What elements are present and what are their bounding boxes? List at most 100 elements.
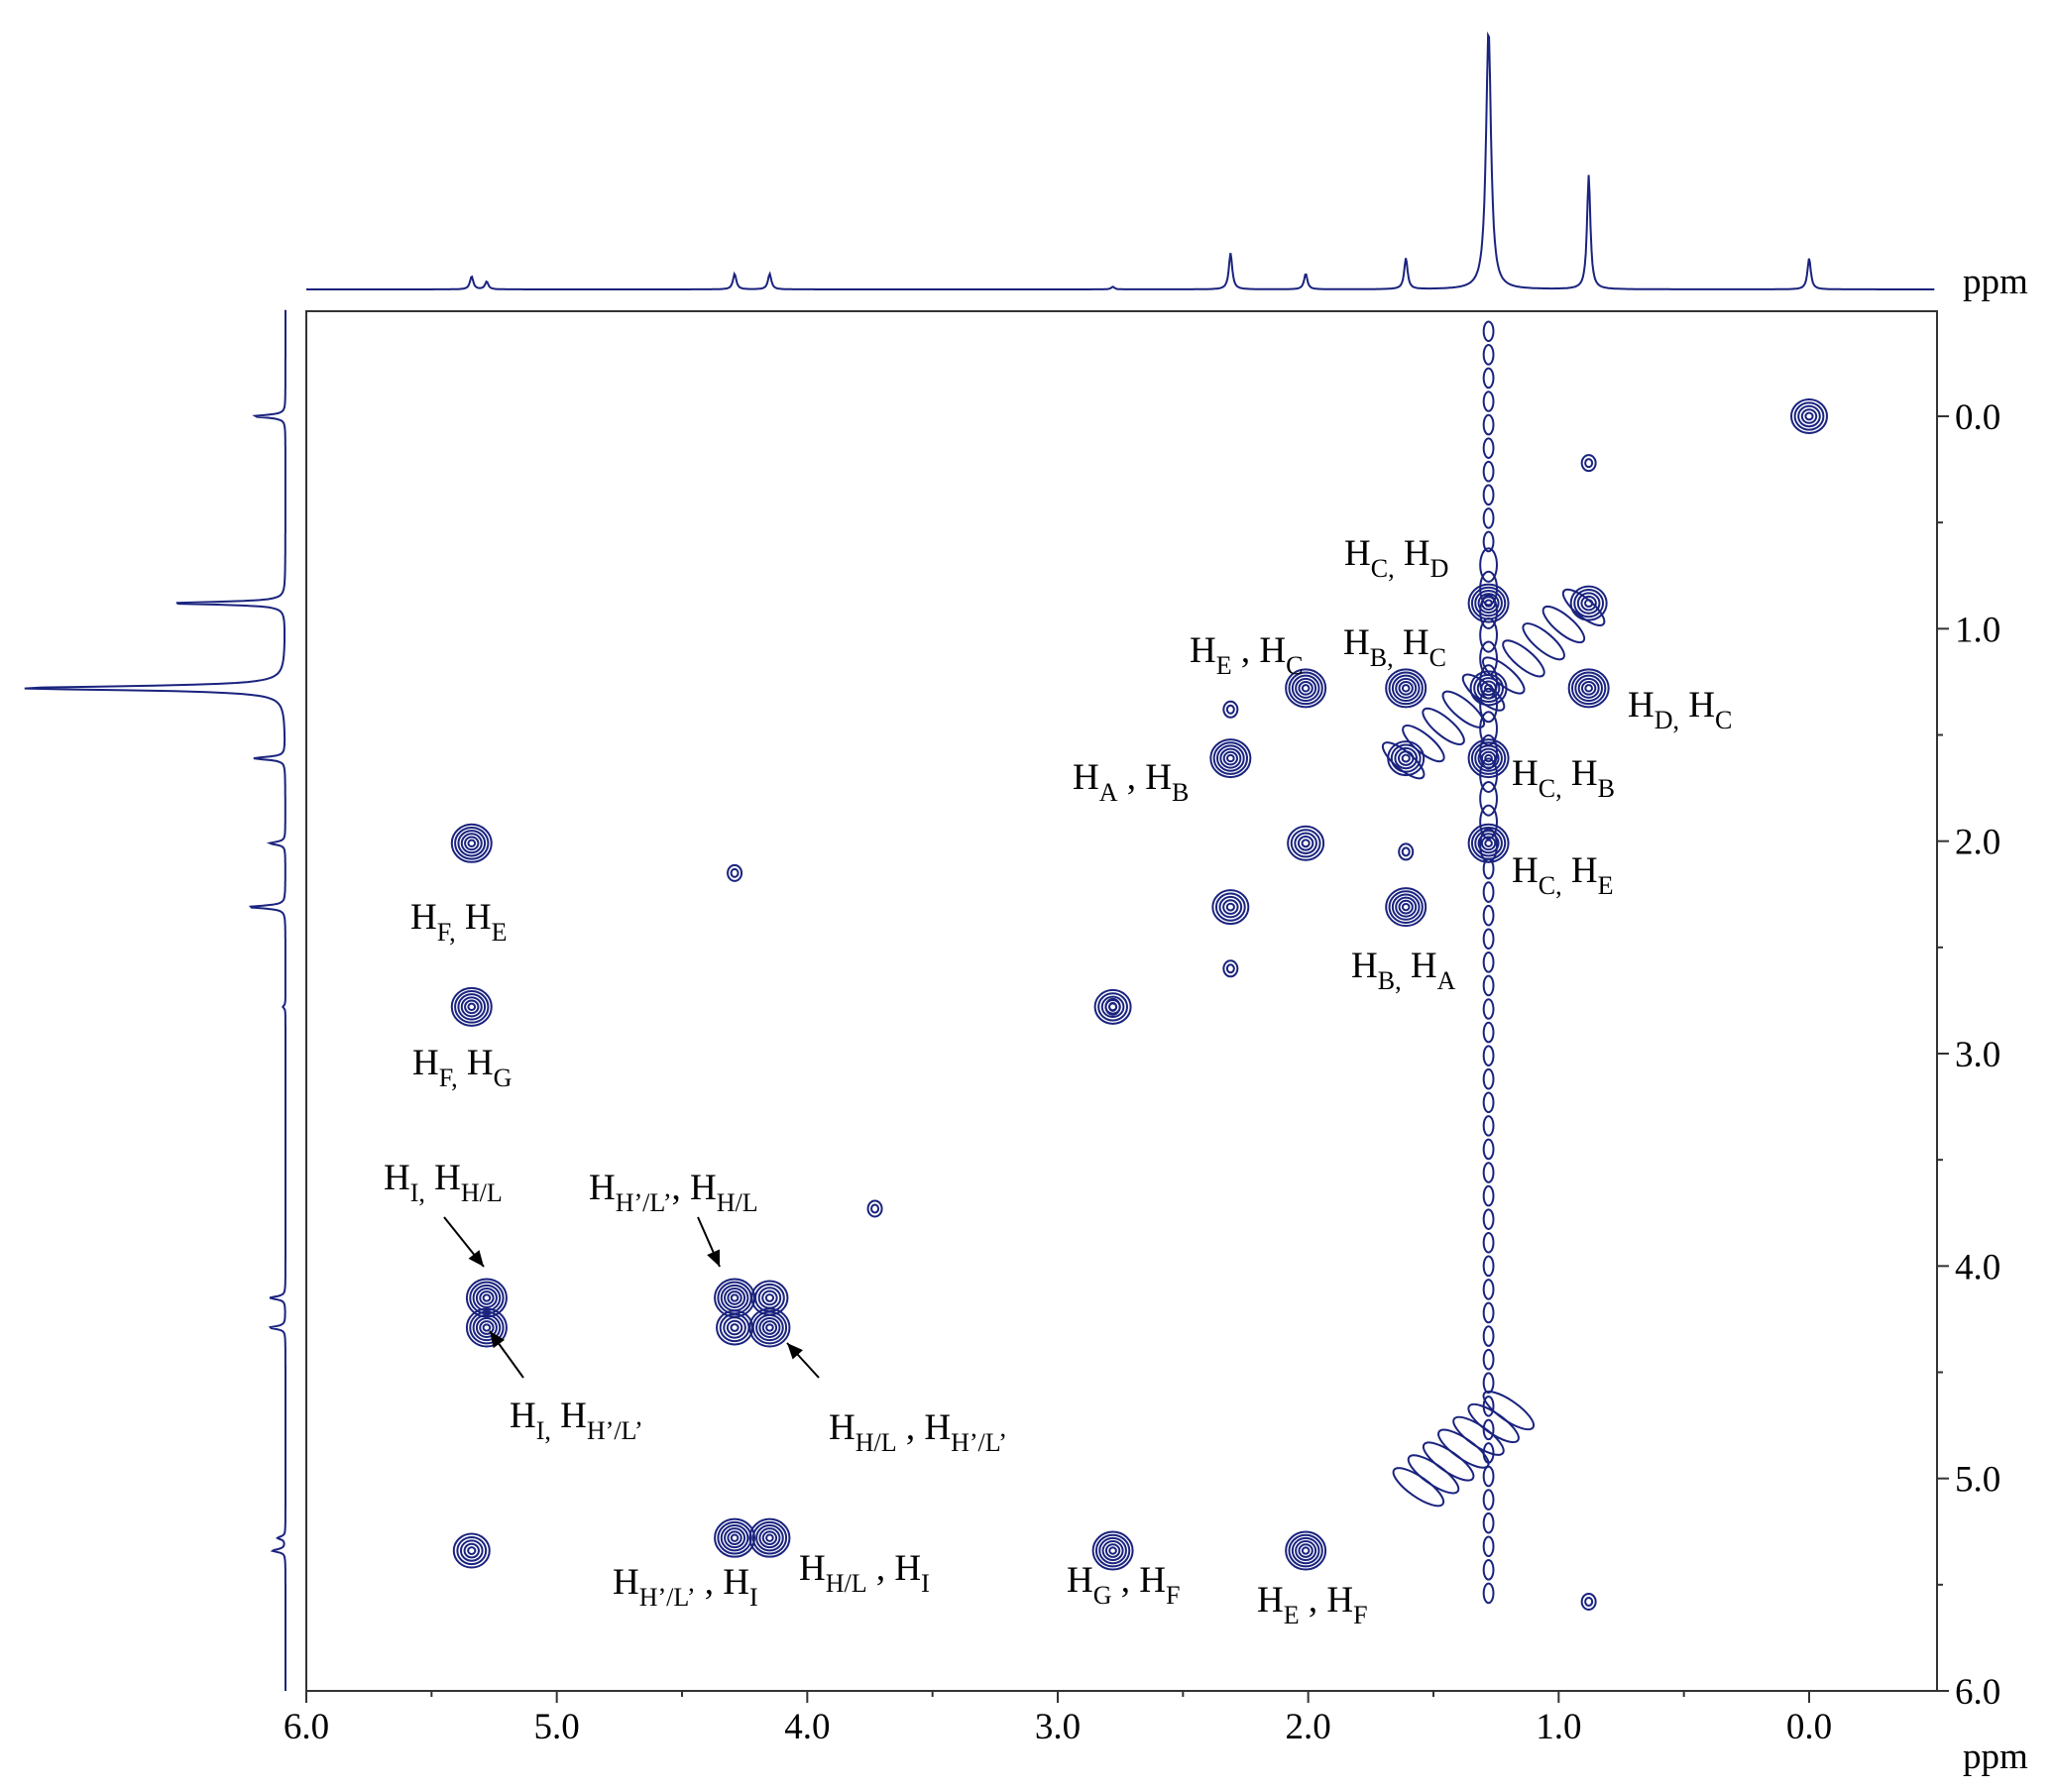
minor-peak <box>1225 963 1235 974</box>
peak-label: HD, HC <box>1628 685 1732 734</box>
top-spectrum-trace <box>306 31 1935 290</box>
peak-label: HH/L , HH’/L’ <box>829 1407 1007 1457</box>
arrow-head <box>707 1249 720 1267</box>
cross-peak <box>1222 750 1239 766</box>
cross-peak <box>475 1287 498 1308</box>
cross-peak <box>1209 738 1252 779</box>
minor-peak <box>1580 454 1597 473</box>
cross-peak <box>479 1290 495 1305</box>
cross-peak <box>450 986 493 1027</box>
cross-peak <box>1567 668 1610 709</box>
ridge-contour <box>1482 1162 1495 1183</box>
diagonal-streak <box>1381 741 1426 780</box>
cross-peak <box>1474 589 1503 617</box>
minor-peak <box>1584 1596 1594 1607</box>
peak-labels: HC, HD HE , HC HB, HC HD, HC HA , HB HC, HB HC… <box>384 533 1732 1629</box>
diagonal-streak <box>1422 707 1465 746</box>
cross-peak <box>1480 750 1497 766</box>
cross-peak <box>467 1002 477 1012</box>
ridge-contour <box>1479 547 1498 583</box>
ridge-contour <box>1482 1465 1495 1488</box>
cross-peak <box>1470 741 1507 775</box>
ridge-contour <box>1482 1535 1495 1558</box>
peak-label: HI, HH/L <box>384 1158 503 1207</box>
ridge-contour <box>1479 804 1498 840</box>
cross-peak <box>751 1520 788 1555</box>
ridge-contour <box>1482 530 1495 553</box>
cross-peak <box>467 839 477 847</box>
cross-peak <box>1398 681 1414 696</box>
ridge-contour <box>1482 484 1495 506</box>
diagonal-peak <box>764 1293 775 1302</box>
cross-peak <box>454 990 490 1024</box>
ridge-contour <box>1482 437 1495 459</box>
ridge-contour <box>1479 781 1498 817</box>
cross-peak <box>1212 741 1249 775</box>
diagonal-peak <box>1398 750 1415 766</box>
cross-peak <box>1467 738 1510 779</box>
cross-peak <box>1480 836 1497 851</box>
peak-label: HH’/L’, HH/L <box>589 1168 758 1217</box>
ridge-contour <box>1479 711 1498 746</box>
diagonal-peak <box>730 1323 740 1332</box>
cross-peak <box>1285 668 1327 709</box>
y-axis: 0.0 1.0 2.0 3.0 4.0 5.0 6.0 <box>1937 397 2000 1713</box>
cross-peak <box>1219 747 1242 769</box>
contour-peaks <box>450 320 1828 1611</box>
diagonal-streak <box>1461 673 1506 712</box>
ridge-contour <box>1482 1489 1495 1511</box>
diagonal-peak <box>1390 743 1422 773</box>
diagonal-streak <box>1482 656 1526 695</box>
peak-label: HH’/L’ , HI <box>613 1562 758 1612</box>
ridge-contour <box>1482 1045 1495 1066</box>
cross-peak <box>1401 902 1411 912</box>
arrow-head <box>490 1331 506 1349</box>
y-tick-label: 1.0 <box>1955 610 2000 650</box>
diagonal-peak <box>1301 839 1311 848</box>
cross-peak <box>730 1533 740 1542</box>
peak-label: HA , HB <box>1073 757 1189 807</box>
peak-label: HC, HB <box>1512 753 1615 803</box>
cross-peak <box>460 996 483 1018</box>
minor-peak <box>1584 458 1594 469</box>
peak-label: HC, HE <box>1512 850 1613 900</box>
x-tick-label: 1.0 <box>1536 1707 1581 1747</box>
ridge-contour <box>1482 998 1495 1020</box>
ridge-contour <box>1482 1231 1495 1254</box>
ridge-contour <box>1482 881 1495 903</box>
diagonal-peak <box>1401 753 1411 763</box>
left-spectrum-trace <box>24 309 286 1691</box>
cross-peak <box>1395 677 1418 699</box>
diagonal-peak <box>1218 895 1243 919</box>
cross-peak <box>1288 1533 1323 1568</box>
plot-frame <box>305 310 1938 1692</box>
lower-streak <box>1452 1415 1505 1456</box>
x-tick-label: 6.0 <box>284 1707 329 1747</box>
arrow-head <box>787 1343 803 1360</box>
diagonal-peak <box>726 1319 743 1336</box>
cross-peak <box>475 1316 498 1338</box>
cross-peak <box>450 823 493 863</box>
diagonal-peak <box>456 1535 488 1566</box>
arrow-head <box>468 1250 484 1267</box>
ridge-contour <box>1479 828 1498 863</box>
cross-peak <box>464 836 480 851</box>
cross-peak <box>482 1323 492 1332</box>
cross-peak <box>1301 1546 1311 1555</box>
cross-peak <box>1104 1543 1121 1558</box>
diagonal-peak <box>1580 595 1597 612</box>
cross-peak <box>1226 753 1235 763</box>
cross-peak <box>472 1313 502 1342</box>
diagonal-peak <box>1287 825 1325 861</box>
cross-peak <box>469 1310 505 1345</box>
diagonal-peak <box>459 1539 484 1562</box>
x-tick-label: 0.0 <box>1786 1707 1832 1747</box>
ridge-contour <box>1482 1279 1495 1300</box>
cross-peak <box>755 1313 784 1342</box>
cross-peak <box>758 1527 781 1549</box>
cross-peak <box>748 1517 791 1558</box>
cross-peak <box>469 1281 505 1315</box>
cross-peak <box>464 999 480 1015</box>
minor-peak <box>1222 959 1239 978</box>
